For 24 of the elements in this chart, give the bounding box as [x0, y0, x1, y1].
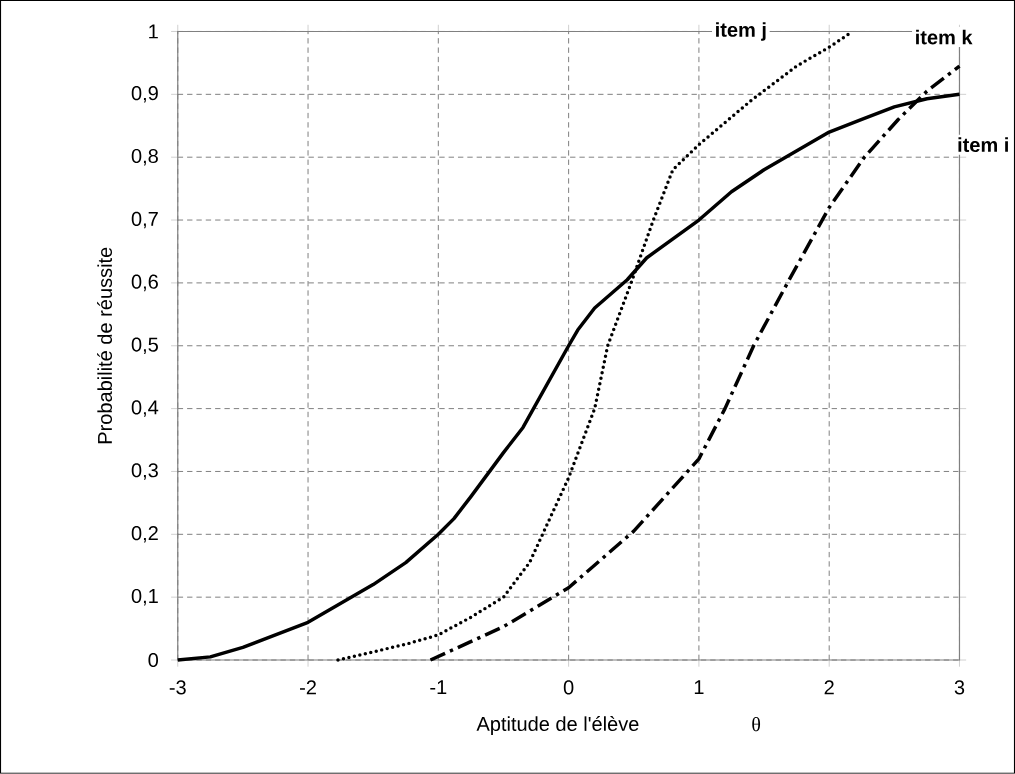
x-tick-label: 2 [824, 680, 834, 695]
y-tick-label: 0,5 [131, 337, 158, 355]
series-label: item j [716, 22, 766, 41]
x-tick-label: -3 [169, 680, 186, 695]
y-tick-label: 0,9 [131, 86, 158, 103]
y-tick-label: 0,7 [131, 211, 158, 229]
x-tick-label: 3 [954, 680, 965, 695]
y-tick-label: 0,2 [131, 526, 158, 543]
series-label: item k [916, 29, 973, 45]
y-tick-label: 0 [148, 653, 159, 668]
y-tick-label: 0,6 [131, 274, 158, 292]
x-tick-label: 1 [694, 680, 704, 695]
x-axis-title: Aptitude de l'élève [476, 716, 639, 736]
x-tick-label: -2 [300, 680, 316, 695]
x-tick-label: -1 [430, 680, 447, 695]
y-tick-label: 0,8 [131, 149, 158, 166]
y-tick-label: 0,3 [131, 463, 158, 480]
y-tick-label: 0,1 [131, 589, 158, 606]
text: θ [752, 717, 761, 732]
x-tick-label: 0 [563, 680, 574, 695]
text: item i [958, 137, 1008, 153]
y-tick-label: 0,4 [131, 400, 159, 418]
y-tick-label: 1 [149, 24, 158, 39]
y-axis-title: Probabilité de réussite [97, 247, 113, 444]
